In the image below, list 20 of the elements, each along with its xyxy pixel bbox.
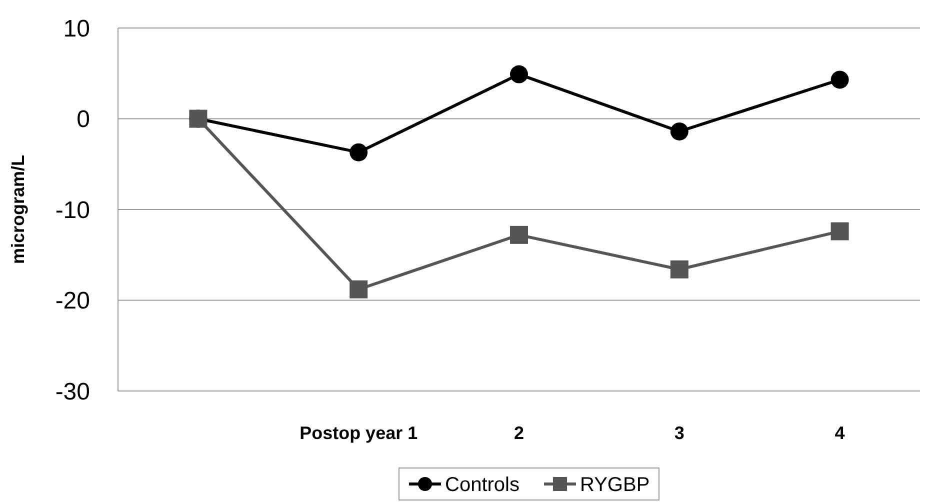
point [510, 65, 528, 84]
y-axis-title: microgram/L [8, 154, 28, 264]
point [670, 122, 688, 140]
y-tick-label: 10 [63, 15, 90, 42]
legend-label: Controls [445, 474, 520, 496]
point [830, 70, 849, 89]
y-tick-label: -30 [55, 378, 90, 406]
point [350, 143, 368, 162]
y-tick-label: 0 [76, 106, 90, 134]
legend-label: RYGBP [580, 474, 650, 496]
point [510, 226, 528, 244]
point [350, 280, 368, 298]
x-tick-label: 4 [834, 423, 845, 443]
y-tick-label: -20 [55, 288, 90, 315]
x-tick-label: 3 [674, 423, 684, 443]
point [670, 260, 688, 278]
y-tick-label: -10 [55, 196, 90, 224]
x-tick-label: 2 [514, 423, 524, 443]
x-tick-label: Postop year 1 [300, 423, 418, 443]
point [830, 222, 849, 240]
